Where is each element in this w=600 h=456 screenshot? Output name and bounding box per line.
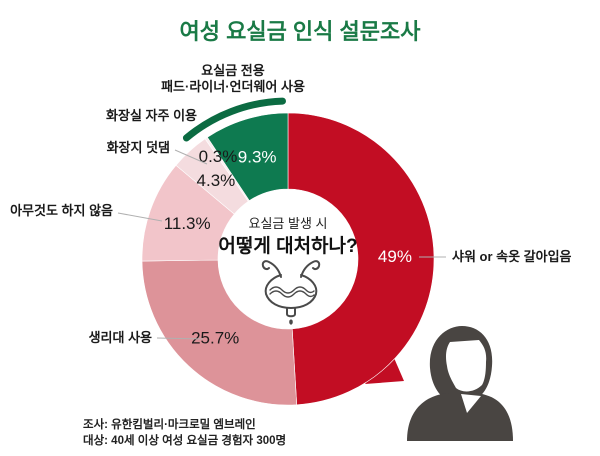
slice-percent-label: 4.3% <box>197 171 236 190</box>
slice-callout-label: 샤워 or 속옷 갈아입음 <box>452 249 572 264</box>
slice-percent-label: 9.3% <box>238 148 277 167</box>
bladder-outline-icon <box>261 260 321 325</box>
center-question-line2: 어떻게 대처하나? <box>218 236 358 258</box>
slice-percent-label: 0.3% <box>199 147 238 166</box>
donut-slice <box>141 259 298 406</box>
leader-line <box>174 149 208 165</box>
slice-percent-label: 49% <box>378 247 412 266</box>
center-question-line1: 요실금 발생 시 <box>248 216 328 231</box>
slice-percent-label: 11.3% <box>164 214 211 233</box>
source-line1: 조사: 유한킴벌리·마크로밀 엠브레인 <box>83 419 256 431</box>
slice-callout-label: 요실금 전용 패드·라이너·언더웨어 사용 <box>161 63 305 94</box>
donut-slice <box>206 112 289 202</box>
leader-line <box>117 212 163 222</box>
survey-source-note: 조사: 유한킴벌리·마크로밀 엠브레인 대상: 40세 이상 여성 요실금 경험… <box>83 417 286 449</box>
donut-center-label: 요실금 발생 시 어떻게 대처하나? <box>218 216 358 259</box>
donut-center-hole <box>219 190 357 328</box>
slice-callout-label: 아무것도 하지 않음 <box>10 203 113 218</box>
slice-callout-label: 화장지 덧댐 <box>107 140 170 155</box>
highlight-arc <box>182 97 286 142</box>
slice-percent-label: 25.7% <box>191 328 239 347</box>
leader-line <box>156 337 204 340</box>
woman-silhouette-icon <box>407 326 513 441</box>
donut-slice <box>287 112 435 406</box>
source-line2: 대상: 40세 이상 여성 요실금 경험자 300명 <box>83 435 287 448</box>
page-title: 여성 요실금 인식 설문조사 <box>179 19 421 44</box>
slice-callout-label: 화장실 자주 이용 <box>106 108 197 123</box>
slice-callout-label: 생리대 사용 <box>89 330 152 345</box>
